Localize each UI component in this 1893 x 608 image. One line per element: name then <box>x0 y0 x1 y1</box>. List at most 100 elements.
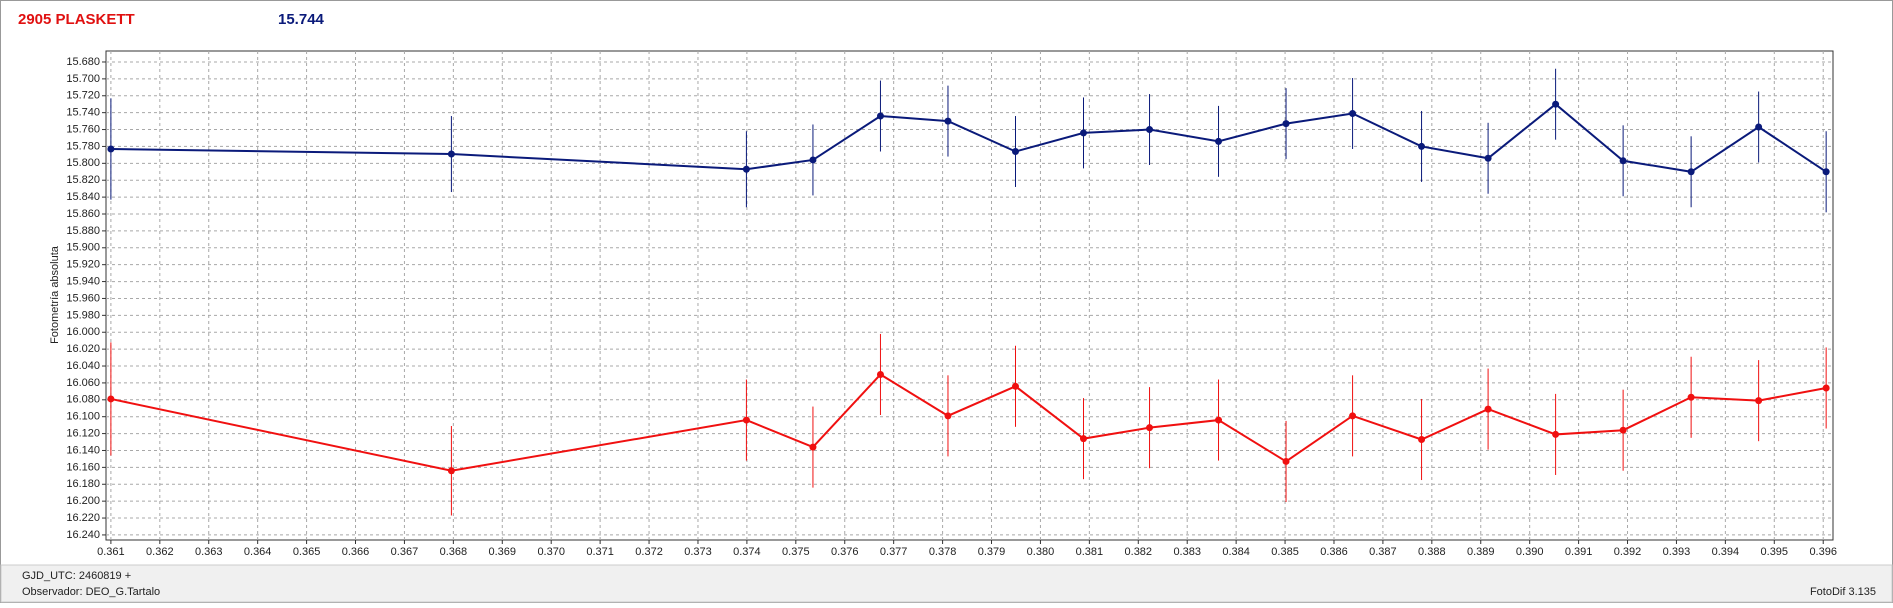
data-point <box>1687 168 1695 176</box>
y-tick-label: 16.180 <box>66 478 100 490</box>
y-tick-label: 15.760 <box>66 123 100 135</box>
y-tick-label: 16.240 <box>66 529 100 541</box>
x-tick-label: 0.362 <box>146 546 174 558</box>
x-tick-label: 0.369 <box>489 546 517 558</box>
x-tick-label: 0.389 <box>1467 546 1495 558</box>
x-tick-label: 0.371 <box>586 546 614 558</box>
data-point <box>1552 100 1560 108</box>
data-point <box>1418 142 1426 150</box>
x-tick-label: 0.381 <box>1076 546 1104 558</box>
y-tick-label: 15.720 <box>66 90 100 102</box>
data-point <box>1079 435 1087 443</box>
header-value: 15.744 <box>278 11 325 28</box>
data-point <box>1822 384 1830 392</box>
y-tick-label: 16.040 <box>66 360 100 372</box>
x-tick-label: 0.396 <box>1809 546 1837 558</box>
y-tick-label: 15.960 <box>66 292 100 304</box>
y-tick-label: 15.680 <box>66 56 100 68</box>
data-point <box>944 117 952 125</box>
x-tick-label: 0.372 <box>635 546 663 558</box>
x-tick-label: 0.373 <box>684 546 712 558</box>
data-point <box>1755 397 1763 405</box>
data-point <box>809 443 817 451</box>
data-point <box>1349 109 1357 117</box>
data-point <box>107 145 115 153</box>
x-tick-label: 0.393 <box>1663 546 1691 558</box>
y-tick-label: 15.900 <box>66 242 100 254</box>
footer-observer: Observador: DEO_G.Tartalo <box>22 586 160 598</box>
x-tick-label: 0.375 <box>782 546 810 558</box>
y-axis-label: Fotometría absoluta <box>49 245 61 344</box>
data-point <box>1619 426 1627 434</box>
y-tick-label: 16.020 <box>66 343 100 355</box>
data-point <box>809 156 817 164</box>
data-point <box>1282 457 1290 465</box>
data-point <box>742 165 750 173</box>
y-tick-label: 15.880 <box>66 225 100 237</box>
x-tick-label: 0.392 <box>1614 546 1642 558</box>
x-tick-label: 0.361 <box>97 546 125 558</box>
x-tick-label: 0.385 <box>1271 546 1299 558</box>
x-tick-label: 0.388 <box>1418 546 1446 558</box>
y-tick-label: 15.740 <box>66 107 100 119</box>
y-tick-label: 16.120 <box>66 427 100 439</box>
data-point <box>1282 120 1290 128</box>
x-tick-label: 0.365 <box>293 546 321 558</box>
data-point <box>1755 123 1763 131</box>
footer-software: FotoDif 3.135 <box>1810 586 1876 598</box>
y-tick-label: 15.780 <box>66 140 100 152</box>
plot-area <box>105 50 1834 541</box>
x-tick-label: 0.370 <box>537 546 565 558</box>
data-point <box>107 395 115 403</box>
x-tick-label: 0.376 <box>831 546 859 558</box>
x-tick-label: 0.377 <box>880 546 908 558</box>
y-tick-label: 16.160 <box>66 461 100 473</box>
x-tick-label: 0.391 <box>1565 546 1593 558</box>
data-point <box>876 112 884 120</box>
y-tick-label: 16.100 <box>66 411 100 423</box>
y-tick-label: 15.800 <box>66 157 100 169</box>
data-point <box>1215 137 1223 145</box>
x-tick-label: 0.368 <box>440 546 468 558</box>
data-point <box>1146 424 1154 432</box>
y-tick-label: 16.140 <box>66 444 100 456</box>
x-tick-label: 0.382 <box>1125 546 1153 558</box>
x-tick-label: 0.374 <box>733 546 761 558</box>
data-point <box>1079 129 1087 137</box>
y-tick-label: 15.700 <box>66 73 100 85</box>
y-tick-label: 15.840 <box>66 191 100 203</box>
x-tick-label: 0.386 <box>1320 546 1348 558</box>
y-tick-label: 15.860 <box>66 208 100 220</box>
y-tick-label: 16.000 <box>66 326 100 338</box>
data-point <box>944 412 952 420</box>
footer-gjd: GJD_UTC: 2460819 + <box>22 570 131 582</box>
data-point <box>1418 435 1426 443</box>
data-point <box>1484 154 1492 162</box>
data-point <box>447 150 455 158</box>
x-tick-label: 0.380 <box>1027 546 1055 558</box>
data-point <box>1484 405 1492 413</box>
x-tick-label: 0.379 <box>978 546 1006 558</box>
x-tick-label: 0.363 <box>195 546 223 558</box>
x-tick-label: 0.364 <box>244 546 272 558</box>
data-point <box>1011 382 1019 390</box>
data-point <box>1146 126 1154 134</box>
x-tick-label: 0.387 <box>1369 546 1397 558</box>
x-tick-label: 0.383 <box>1173 546 1201 558</box>
y-tick-label: 16.200 <box>66 495 100 507</box>
data-point <box>1011 148 1019 156</box>
y-tick-label: 15.820 <box>66 174 100 186</box>
y-tick-label: 15.920 <box>66 259 100 271</box>
data-point <box>876 370 884 378</box>
y-tick-label: 16.220 <box>66 512 100 524</box>
data-point <box>447 467 455 475</box>
data-point <box>1215 416 1223 424</box>
x-tick-label: 0.390 <box>1516 546 1544 558</box>
x-tick-label: 0.367 <box>391 546 419 558</box>
y-tick-label: 16.080 <box>66 394 100 406</box>
data-point <box>1349 412 1357 420</box>
y-tick-label: 15.940 <box>66 275 100 287</box>
footer-bar <box>0 564 1893 603</box>
